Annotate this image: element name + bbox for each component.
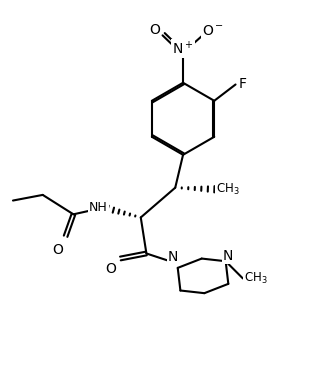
- Text: N$^+$: N$^+$: [172, 40, 194, 57]
- Text: O: O: [105, 262, 116, 276]
- Text: N: N: [223, 249, 233, 262]
- Text: O$^-$: O$^-$: [202, 24, 224, 38]
- Text: N: N: [168, 250, 178, 264]
- Text: CH$_3$: CH$_3$: [216, 182, 240, 197]
- Text: CH$_3$: CH$_3$: [244, 271, 268, 286]
- Text: O: O: [149, 23, 160, 37]
- Text: F: F: [239, 78, 246, 92]
- Text: NH: NH: [89, 201, 108, 214]
- Text: O: O: [52, 243, 63, 257]
